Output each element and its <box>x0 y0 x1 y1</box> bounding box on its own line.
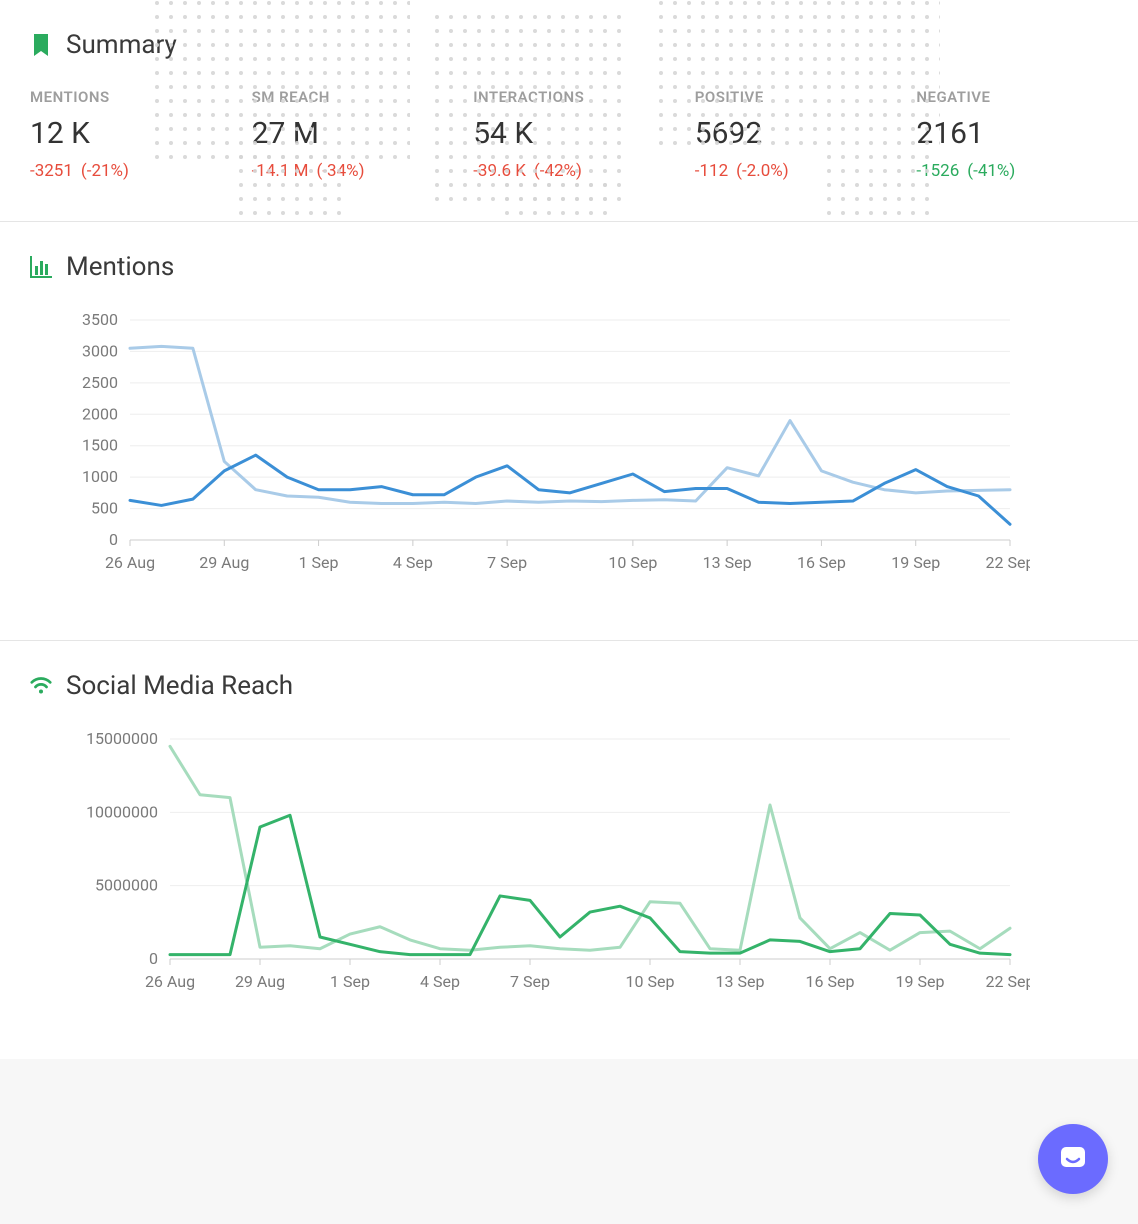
svg-text:29 Aug: 29 Aug <box>199 553 249 572</box>
reach-title: Social Media Reach <box>66 671 293 701</box>
metric-change: -112(-2.0%) <box>695 161 887 181</box>
metric-sm-reach: SM REACH 27 M -14.1 M(-34%) <box>252 88 444 181</box>
svg-text:0: 0 <box>149 949 158 968</box>
chat-icon <box>1056 1142 1090 1176</box>
metric-value: 54 K <box>473 116 665 151</box>
metric-change: -14.1 M(-34%) <box>252 161 444 181</box>
svg-text:7 Sep: 7 Sep <box>487 553 527 572</box>
svg-text:13 Sep: 13 Sep <box>716 972 765 991</box>
svg-text:13 Sep: 13 Sep <box>703 553 752 572</box>
svg-text:0: 0 <box>109 530 118 549</box>
svg-text:1 Sep: 1 Sep <box>299 553 339 572</box>
svg-text:2500: 2500 <box>82 373 118 392</box>
metric-positive: POSITIVE 5692 -112(-2.0%) <box>695 88 887 181</box>
svg-text:16 Sep: 16 Sep <box>806 972 855 991</box>
svg-text:10000000: 10000000 <box>86 802 158 821</box>
svg-text:1 Sep: 1 Sep <box>330 972 370 991</box>
bookmark-icon <box>30 34 52 56</box>
svg-text:10 Sep: 10 Sep <box>608 553 657 572</box>
metric-label: MENTIONS <box>30 88 222 106</box>
summary-title: Summary <box>66 30 177 60</box>
svg-text:4 Sep: 4 Sep <box>420 972 460 991</box>
svg-text:19 Sep: 19 Sep <box>896 972 945 991</box>
metric-change: -1526(-41%) <box>916 161 1108 181</box>
svg-text:2000: 2000 <box>82 404 118 423</box>
svg-text:10 Sep: 10 Sep <box>626 972 675 991</box>
svg-text:3500: 3500 <box>82 310 118 329</box>
svg-text:4 Sep: 4 Sep <box>393 553 433 572</box>
metric-value: 2161 <box>916 116 1108 151</box>
reach-header: Social Media Reach <box>30 671 1108 701</box>
metric-label: NEGATIVE <box>916 88 1108 106</box>
metric-value: 27 M <box>252 116 444 151</box>
svg-text:15000000: 15000000 <box>86 729 158 748</box>
metric-change: -3251(-21%) <box>30 161 222 181</box>
metric-label: INTERACTIONS <box>473 88 665 106</box>
summary-header: Summary <box>30 30 1108 60</box>
svg-text:5000000: 5000000 <box>95 876 158 895</box>
mentions-panel: Mentions 0 500 1000 1500 2000 2500 3000 3500 26 … <box>0 222 1138 641</box>
mentions-title: Mentions <box>66 252 174 282</box>
svg-text:26 Aug: 26 Aug <box>145 972 195 991</box>
svg-text:1500: 1500 <box>82 436 118 455</box>
metric-interactions: INTERACTIONS 54 K -39.6 K(-42%) <box>473 88 665 181</box>
svg-text:26 Aug: 26 Aug <box>105 553 155 572</box>
mentions-chart: 0 500 1000 1500 2000 2500 3000 3500 26 Aug 29 Aug… <box>30 310 1108 600</box>
svg-text:7 Sep: 7 Sep <box>510 972 550 991</box>
svg-text:16 Sep: 16 Sep <box>797 553 846 572</box>
metric-value: 12 K <box>30 116 222 151</box>
metric-negative: NEGATIVE 2161 -1526(-41%) <box>916 88 1108 181</box>
wifi-icon <box>30 675 52 697</box>
svg-text:19 Sep: 19 Sep <box>891 553 940 572</box>
mentions-header: Mentions <box>30 252 1108 282</box>
chat-fab[interactable] <box>1038 1124 1108 1194</box>
svg-text:22 Sep: 22 Sep <box>986 553 1030 572</box>
svg-text:3000: 3000 <box>82 341 118 360</box>
svg-text:500: 500 <box>91 499 118 518</box>
metric-value: 5692 <box>695 116 887 151</box>
metric-label: POSITIVE <box>695 88 887 106</box>
svg-text:1000: 1000 <box>82 467 118 486</box>
svg-text:29 Aug: 29 Aug <box>235 972 285 991</box>
reach-chart: 0 5000000 10000000 15000000 26 Aug 29 Aug 1 Se… <box>30 729 1108 1019</box>
summary-panel: Summary MENTIONS 12 K -3251(-21%) SM REACH 2… <box>0 0 1138 222</box>
svg-text:22 Sep: 22 Sep <box>986 972 1030 991</box>
metric-label: SM REACH <box>252 88 444 106</box>
bar-chart-icon <box>30 256 52 278</box>
metric-mentions: MENTIONS 12 K -3251(-21%) <box>30 88 222 181</box>
reach-panel: Social Media Reach 0 5000000 10000000 15000… <box>0 641 1138 1059</box>
metrics-row: MENTIONS 12 K -3251(-21%) SM REACH 27 M -14.1… <box>30 88 1108 181</box>
metric-change: -39.6 K(-42%) <box>473 161 665 181</box>
